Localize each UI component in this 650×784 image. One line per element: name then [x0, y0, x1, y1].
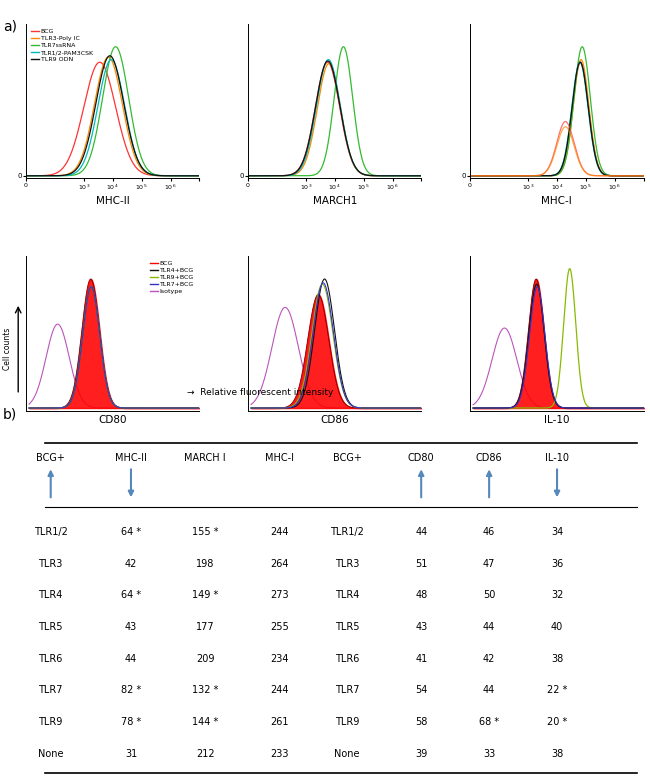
Text: IL-10: IL-10 — [545, 453, 569, 463]
Text: TLR9: TLR9 — [335, 717, 359, 727]
Text: 33: 33 — [483, 749, 495, 759]
Text: a): a) — [3, 20, 18, 34]
Text: →  Relative fluorescent intensity: → Relative fluorescent intensity — [187, 388, 333, 397]
Text: 44: 44 — [483, 685, 495, 695]
Text: 34: 34 — [551, 527, 563, 537]
Text: 42: 42 — [125, 559, 137, 568]
Text: 255: 255 — [270, 622, 289, 632]
Text: TLR7: TLR7 — [38, 685, 63, 695]
Text: 54: 54 — [415, 685, 428, 695]
Text: TLR1/2: TLR1/2 — [34, 527, 68, 537]
Text: 244: 244 — [270, 527, 289, 537]
Legend: BCG, TLR4+BCG, TLR9+BCG, TLR7+BCG, Isotype: BCG, TLR4+BCG, TLR9+BCG, TLR7+BCG, Isoty… — [150, 260, 194, 295]
Text: BCG+: BCG+ — [333, 453, 361, 463]
Text: TLR3: TLR3 — [335, 559, 359, 568]
Text: TLR7: TLR7 — [335, 685, 359, 695]
Text: 42: 42 — [483, 654, 495, 663]
X-axis label: MHC-II: MHC-II — [96, 196, 129, 206]
Text: 32: 32 — [551, 590, 564, 601]
Text: None: None — [38, 749, 64, 759]
Text: TLR4: TLR4 — [335, 590, 359, 601]
Text: 20 *: 20 * — [547, 717, 567, 727]
Text: None: None — [334, 749, 360, 759]
Text: 31: 31 — [125, 749, 137, 759]
Text: 36: 36 — [551, 559, 563, 568]
Text: 48: 48 — [415, 590, 427, 601]
X-axis label: MARCH1: MARCH1 — [313, 196, 357, 206]
Text: 39: 39 — [415, 749, 427, 759]
Text: 149 *: 149 * — [192, 590, 218, 601]
Text: BCG+: BCG+ — [36, 453, 65, 463]
Text: b): b) — [3, 408, 18, 422]
Text: 198: 198 — [196, 559, 215, 568]
X-axis label: CD86: CD86 — [320, 415, 349, 425]
Text: 40: 40 — [551, 622, 563, 632]
Text: 244: 244 — [270, 685, 289, 695]
Text: 44: 44 — [483, 622, 495, 632]
Text: CD80: CD80 — [408, 453, 434, 463]
Text: 38: 38 — [551, 749, 563, 759]
Text: TLR6: TLR6 — [38, 654, 63, 663]
X-axis label: CD80: CD80 — [99, 415, 127, 425]
Text: 43: 43 — [415, 622, 427, 632]
Legend: BCG, TLR3-Poly IC, TLR7ssRNA, TLR1/2-PAM3CSK, TLR9 ODN: BCG, TLR3-Poly IC, TLR7ssRNA, TLR1/2-PAM… — [31, 28, 95, 63]
Text: MARCH I: MARCH I — [184, 453, 226, 463]
Text: MHC-II: MHC-II — [115, 453, 147, 463]
Text: 209: 209 — [196, 654, 215, 663]
X-axis label: MHC-I: MHC-I — [541, 196, 572, 206]
Text: 44: 44 — [415, 527, 427, 537]
Text: 177: 177 — [196, 622, 215, 632]
Text: 233: 233 — [270, 749, 289, 759]
Text: 51: 51 — [415, 559, 428, 568]
Text: 44: 44 — [125, 654, 137, 663]
Text: 78 *: 78 * — [121, 717, 141, 727]
Text: Cell counts: Cell counts — [3, 328, 12, 370]
Text: 38: 38 — [551, 654, 563, 663]
Text: TLR9: TLR9 — [38, 717, 63, 727]
Text: 132 *: 132 * — [192, 685, 218, 695]
Text: 46: 46 — [483, 527, 495, 537]
Text: 41: 41 — [415, 654, 427, 663]
Text: MHC-I: MHC-I — [265, 453, 294, 463]
Text: 155 *: 155 * — [192, 527, 218, 537]
Text: 47: 47 — [483, 559, 495, 568]
Text: 64 *: 64 * — [121, 590, 141, 601]
Text: 50: 50 — [483, 590, 495, 601]
Text: TLR6: TLR6 — [335, 654, 359, 663]
Text: 64 *: 64 * — [121, 527, 141, 537]
Text: 58: 58 — [415, 717, 428, 727]
Text: CD86: CD86 — [476, 453, 502, 463]
Text: TLR5: TLR5 — [38, 622, 63, 632]
Text: 212: 212 — [196, 749, 215, 759]
Text: 22 *: 22 * — [547, 685, 567, 695]
Text: 261: 261 — [270, 717, 289, 727]
X-axis label: IL-10: IL-10 — [544, 415, 569, 425]
Text: 68 *: 68 * — [479, 717, 499, 727]
Text: TLR4: TLR4 — [38, 590, 63, 601]
Text: TLR3: TLR3 — [38, 559, 63, 568]
Text: 43: 43 — [125, 622, 137, 632]
Text: TLR1/2: TLR1/2 — [330, 527, 364, 537]
Text: 144 *: 144 * — [192, 717, 218, 727]
Text: 273: 273 — [270, 590, 289, 601]
Text: 264: 264 — [270, 559, 289, 568]
Text: TLR5: TLR5 — [335, 622, 359, 632]
Text: 234: 234 — [270, 654, 289, 663]
Text: 82 *: 82 * — [121, 685, 141, 695]
